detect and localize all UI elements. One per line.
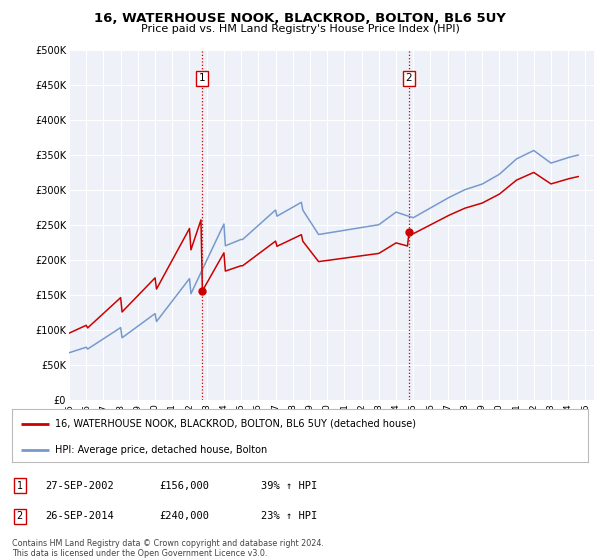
Text: 16, WATERHOUSE NOOK, BLACKROD, BOLTON, BL6 5UY: 16, WATERHOUSE NOOK, BLACKROD, BOLTON, B…	[94, 12, 506, 25]
Text: 23% ↑ HPI: 23% ↑ HPI	[261, 511, 317, 521]
Text: 1: 1	[17, 480, 23, 491]
Text: 2: 2	[17, 511, 23, 521]
Text: £156,000: £156,000	[159, 480, 209, 491]
Text: 27-SEP-2002: 27-SEP-2002	[45, 480, 114, 491]
Text: £240,000: £240,000	[159, 511, 209, 521]
Text: 1: 1	[199, 73, 206, 83]
Text: HPI: Average price, detached house, Bolton: HPI: Average price, detached house, Bolt…	[55, 445, 268, 455]
Text: 2: 2	[406, 73, 412, 83]
Text: 26-SEP-2014: 26-SEP-2014	[45, 511, 114, 521]
Text: Contains HM Land Registry data © Crown copyright and database right 2024.: Contains HM Land Registry data © Crown c…	[12, 539, 324, 548]
Text: Price paid vs. HM Land Registry's House Price Index (HPI): Price paid vs. HM Land Registry's House …	[140, 24, 460, 34]
Text: This data is licensed under the Open Government Licence v3.0.: This data is licensed under the Open Gov…	[12, 549, 268, 558]
Text: 16, WATERHOUSE NOOK, BLACKROD, BOLTON, BL6 5UY (detached house): 16, WATERHOUSE NOOK, BLACKROD, BOLTON, B…	[55, 419, 416, 429]
Text: 39% ↑ HPI: 39% ↑ HPI	[261, 480, 317, 491]
